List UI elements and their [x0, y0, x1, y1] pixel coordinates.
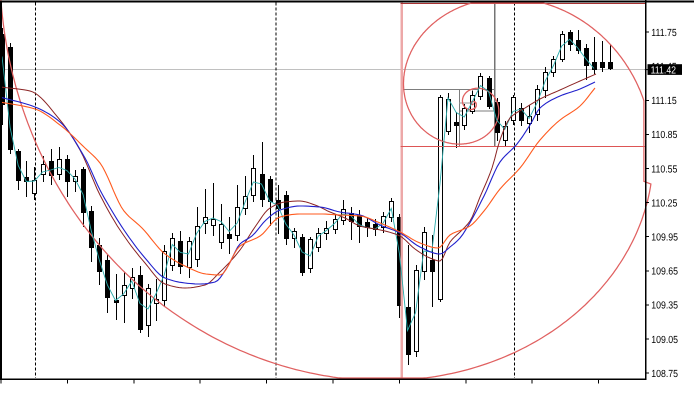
svg-text:108.75: 108.75: [651, 369, 678, 380]
svg-text:111.42: 111.42: [651, 65, 677, 76]
svg-text:111.15: 111.15: [651, 96, 677, 107]
svg-text:110.85: 110.85: [651, 130, 677, 141]
svg-text:110.55: 110.55: [651, 164, 677, 175]
svg-text:109.95: 109.95: [651, 233, 678, 244]
svg-text:110.25: 110.25: [651, 198, 677, 209]
svg-text:109.05: 109.05: [651, 335, 678, 346]
svg-text:109.65: 109.65: [651, 267, 678, 278]
svg-text:109.35: 109.35: [651, 301, 678, 312]
svg-text:111.75: 111.75: [651, 28, 677, 39]
